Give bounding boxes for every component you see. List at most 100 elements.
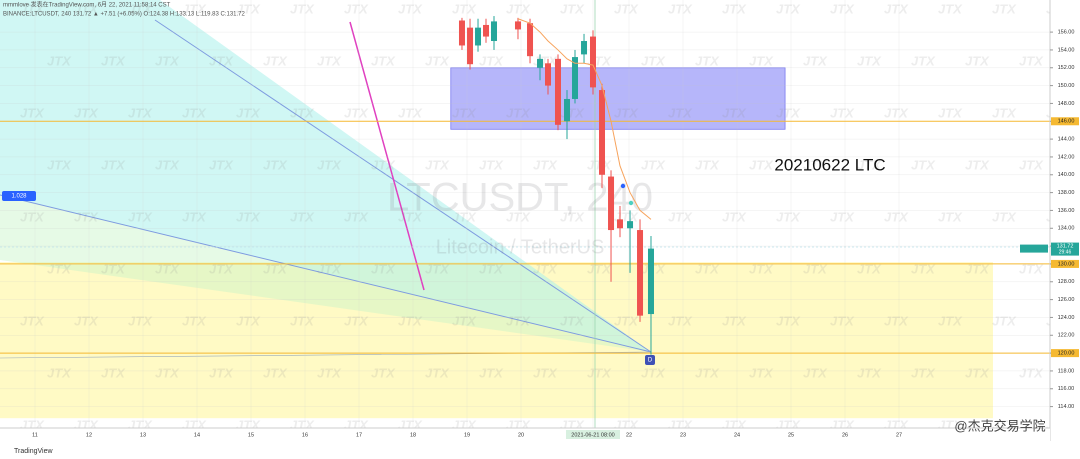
watermark: JTX (155, 365, 180, 380)
watermark: JTX (209, 365, 234, 380)
symbol-box (1020, 244, 1048, 253)
y-tick-label: 142.00 (1058, 154, 1075, 160)
watermark: JTX (344, 105, 369, 120)
watermark: JTX (20, 1, 45, 16)
candle-body (537, 58, 544, 68)
watermark: JTX (128, 1, 153, 16)
y-tick-label: 122.00 (1058, 333, 1075, 339)
candle-body (627, 221, 634, 229)
candle-body (483, 24, 490, 37)
candle-body (647, 248, 654, 315)
candle-body (564, 98, 571, 122)
watermark: JTX (317, 157, 342, 172)
watermark: JTX (830, 209, 855, 224)
x-tick-label: 16 (302, 432, 308, 438)
candle-body (458, 20, 465, 46)
watermark: JTX (317, 53, 342, 68)
watermark: JTX (992, 209, 1017, 224)
candle-body (599, 90, 606, 175)
watermark: JTX (695, 53, 720, 68)
watermark: JTX (398, 313, 423, 328)
watermark: JTX (884, 1, 909, 16)
watermark: JTX (1019, 157, 1044, 172)
y-tick-label: 136.00 (1058, 208, 1075, 214)
watermark: JTX (128, 209, 153, 224)
fan-label-box (2, 191, 36, 201)
x-tick-label: 15 (248, 432, 254, 438)
watermark: JTX (803, 365, 828, 380)
x-tick-label: 20 (518, 432, 524, 438)
watermark: JTX (128, 105, 153, 120)
y-tick-label: 114.00 (1058, 404, 1074, 410)
watermark: JTX (47, 261, 72, 276)
candle-body (554, 58, 561, 125)
watermark: JTX (560, 105, 585, 120)
watermark: JTX (155, 53, 180, 68)
x-tick-label: 23 (680, 432, 686, 438)
watermark: JTX (614, 1, 639, 16)
watermark: JTX (236, 105, 261, 120)
watermark: JTX (371, 157, 396, 172)
watermark: JTX (236, 313, 261, 328)
watermark: JTX (533, 157, 558, 172)
candle-body (572, 57, 579, 99)
watermark: JTX (425, 261, 450, 276)
watermark: JTX (371, 53, 396, 68)
watermark: JTX (506, 313, 531, 328)
price-box (1051, 242, 1079, 256)
watermark: JTX (20, 105, 45, 120)
watermark: JTX (695, 157, 720, 172)
level-box (1051, 349, 1079, 358)
x-tick-label: 24 (734, 432, 740, 438)
watermark: JTX (938, 105, 963, 120)
price-axis (1050, 0, 1080, 441)
watermark: JTX (398, 1, 423, 16)
watermark: JTX (344, 313, 369, 328)
watermark: JTX (344, 1, 369, 16)
watermark: JTX (182, 1, 207, 16)
watermark: JTX (74, 1, 99, 16)
candle-body (467, 27, 474, 65)
watermark: JTX (722, 313, 747, 328)
watermark: JTX (776, 105, 801, 120)
watermark: JTX (776, 1, 801, 16)
candle-body (589, 36, 596, 88)
y-tick-label: 140.00 (1058, 172, 1075, 178)
watermark: JTX (479, 365, 504, 380)
watermark: JTX (776, 313, 801, 328)
watermark: JTX (263, 157, 288, 172)
fan-line (0, 194, 652, 353)
candle-body (475, 27, 482, 46)
watermark: JTX (560, 209, 585, 224)
watermark: JTX (74, 209, 99, 224)
candle-body (637, 230, 644, 316)
trend-line (349, 21, 425, 291)
watermark: JTX (641, 53, 666, 68)
watermark: JTX (101, 261, 126, 276)
y-tick-label: 148.00 (1058, 101, 1075, 107)
watermark: JTX (1019, 365, 1044, 380)
watermark: JTX (992, 1, 1017, 16)
watermark: JTX (722, 209, 747, 224)
watermark: JTX (425, 365, 450, 380)
watermark: JTX (560, 313, 585, 328)
watermark: JTX (695, 365, 720, 380)
watermark: JTX (587, 365, 612, 380)
watermark: JTX (533, 261, 558, 276)
header-line: BINANCE:LTCUSDT, 240 131.72 ▲ +7.51 (+6.… (3, 12, 246, 18)
watermark: JTX (992, 313, 1017, 328)
watermark: JTX (857, 157, 882, 172)
y-tick-label: 124.00 (1058, 315, 1075, 321)
watermark: JTX (749, 53, 774, 68)
time-axis (0, 428, 1050, 441)
watermark: JTX (911, 365, 936, 380)
watermark: JTX (290, 1, 315, 16)
watermark: JTX (533, 365, 558, 380)
watermark: JTX (182, 209, 207, 224)
watermark: JTX (101, 365, 126, 380)
watermark: JTX (317, 365, 342, 380)
watermark: JTX (398, 209, 423, 224)
watermark: JTX (641, 157, 666, 172)
annotation: 20210622 LTC (774, 155, 885, 174)
watermark: JTX (803, 53, 828, 68)
